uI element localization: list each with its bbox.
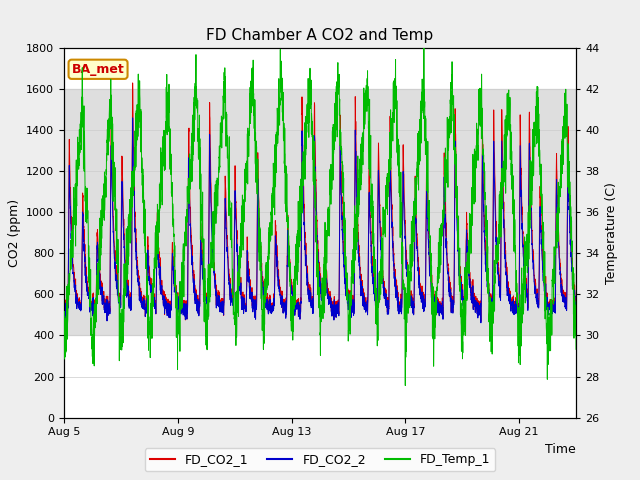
Title: FD Chamber A CO2 and Temp: FD Chamber A CO2 and Temp [206, 28, 434, 43]
Bar [64, 89, 576, 336]
Text: BA_met: BA_met [72, 63, 124, 76]
Y-axis label: Temperature (C): Temperature (C) [605, 182, 618, 284]
Legend: FD_CO2_1, FD_CO2_2, FD_Temp_1: FD_CO2_1, FD_CO2_2, FD_Temp_1 [145, 448, 495, 471]
Y-axis label: CO2 (ppm): CO2 (ppm) [8, 199, 20, 267]
X-axis label: Time: Time [545, 443, 576, 456]
